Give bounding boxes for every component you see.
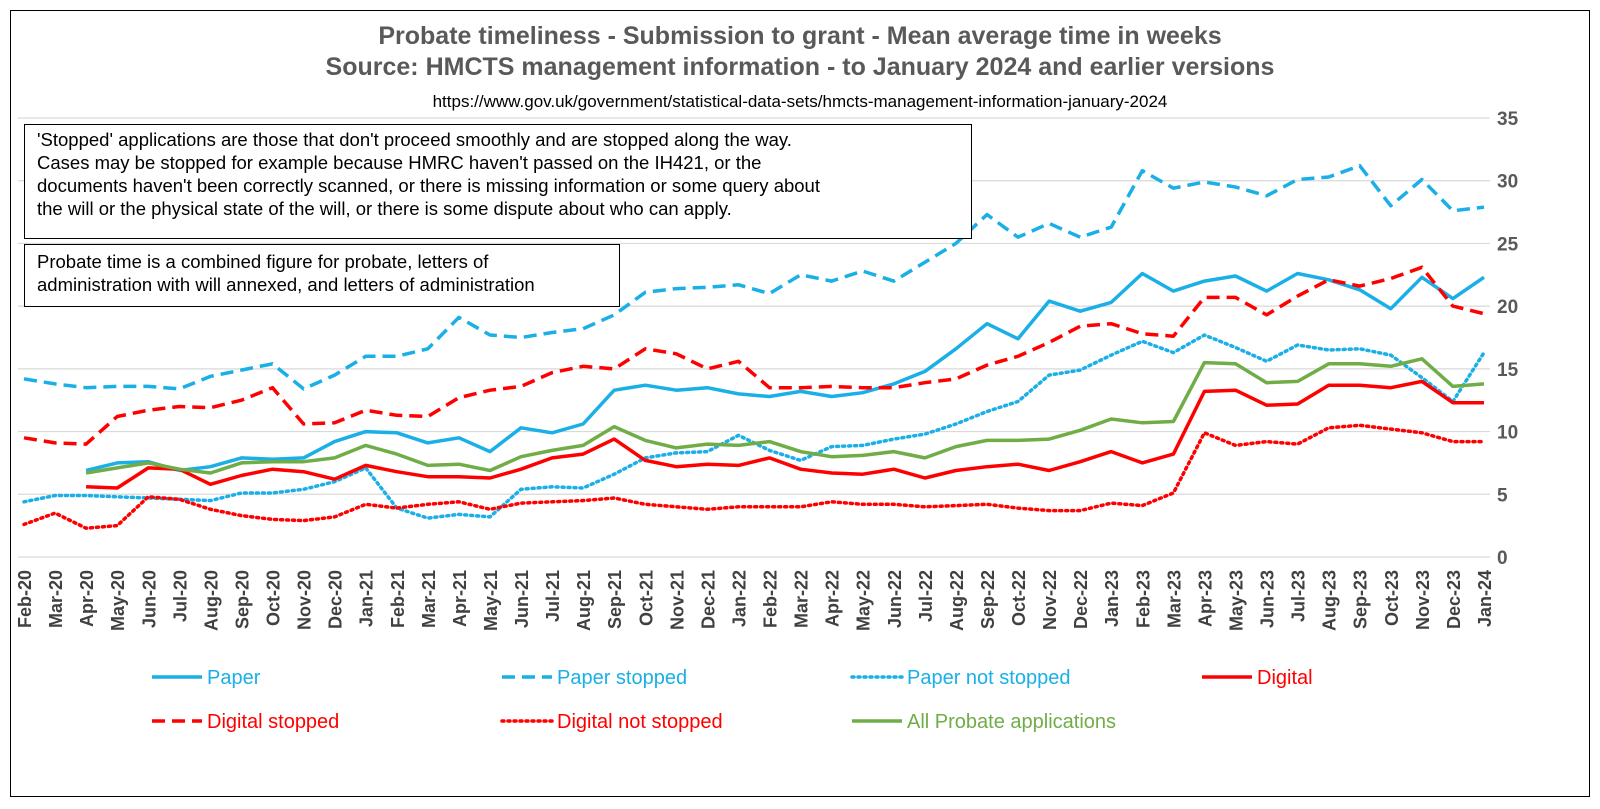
x-tick-label: Aug-23 [1320, 570, 1340, 631]
series-line-paper-not-stopped [22, 333, 1486, 520]
y-tick-label: 10 [1497, 423, 1518, 444]
probate-time-note: Probate time is a combined figure for pr… [24, 244, 620, 307]
x-tick-label: May-20 [108, 570, 128, 631]
x-tick-label: Dec-21 [698, 570, 718, 629]
x-tick-label: Jun-22 [885, 570, 905, 628]
x-tick-label: Jul-20 [170, 570, 190, 622]
series-line-all-probate-applications [85, 357, 1485, 475]
x-tick-label: Apr-21 [450, 570, 470, 627]
x-tick-label: Aug-21 [574, 570, 594, 631]
x-tick-label: Feb-20 [15, 570, 35, 628]
x-tick-label: May-21 [481, 570, 501, 631]
x-tick-label: Jul-22 [916, 570, 936, 622]
series-line-digital-stopped [23, 265, 1485, 446]
x-tick-label: Jan-23 [1102, 570, 1122, 627]
x-tick-label: Jun-23 [1258, 570, 1278, 628]
x-tick-label: Sep-23 [1351, 570, 1371, 629]
legend-label-paper-stopped: Paper stopped [557, 667, 687, 689]
x-tick-label: Apr-23 [1195, 570, 1215, 627]
source-url: https://www.gov.uk/government/statistica… [432, 92, 1168, 111]
x-tick-label: Feb-23 [1133, 570, 1153, 628]
x-tick-label: May-23 [1226, 570, 1246, 631]
legend-label-digital-not-stopped: Digital not stopped [557, 711, 723, 733]
x-tick-label: Apr-20 [77, 570, 97, 627]
series-line-paper-stopped [23, 163, 1485, 391]
x-tick-label: Dec-23 [1444, 570, 1464, 629]
x-tick-label: Jan-22 [729, 570, 749, 627]
x-tick-label: Dec-20 [326, 570, 346, 629]
x-tick-label: Jun-21 [512, 570, 532, 628]
x-tick-label: Aug-22 [947, 570, 967, 631]
x-tick-label: Mar-22 [792, 570, 812, 628]
x-tick-label: Feb-22 [761, 570, 781, 628]
x-tick-label: Nov-22 [1040, 570, 1060, 630]
x-tick-label: Mar-21 [419, 570, 439, 628]
y-tick-label: 30 [1497, 172, 1518, 193]
x-tick-label: Mar-20 [46, 570, 66, 628]
x-tick-label: Jul-21 [543, 570, 563, 622]
x-tick-label: Nov-20 [295, 570, 315, 630]
x-tick-label: Oct-20 [264, 570, 284, 626]
x-tick-label: Jan-21 [357, 570, 377, 627]
x-tick-label: Jun-20 [139, 570, 159, 628]
x-tick-label: Oct-21 [636, 570, 656, 626]
x-tick-label: Apr-22 [823, 570, 843, 627]
y-tick-label: 35 [1497, 109, 1519, 130]
x-tick-label: Oct-22 [1009, 570, 1029, 626]
x-tick-label: Feb-21 [388, 570, 408, 628]
x-tick-label: Dec-22 [1071, 570, 1091, 629]
legend-label-digital-stopped: Digital stopped [207, 711, 339, 733]
series-line-digital-not-stopped [22, 423, 1486, 530]
y-tick-label: 0 [1497, 548, 1508, 569]
series-line-digital [86, 379, 1484, 490]
x-tick-label: Nov-21 [667, 570, 687, 630]
chart-source-title: Source: HMCTS management information - t… [325, 53, 1275, 81]
legend-label-paper: Paper [207, 667, 261, 689]
y-tick-label: 5 [1497, 485, 1508, 506]
x-tick-label: Mar-23 [1164, 570, 1184, 628]
y-tick-label: 20 [1497, 297, 1518, 318]
legend-label-all-probate-applications: All Probate applications [907, 711, 1116, 733]
series-line-paper [85, 271, 1485, 473]
x-tick-label: Sep-22 [978, 570, 998, 629]
x-tick-label: Jul-23 [1289, 570, 1309, 622]
x-tick-label: Sep-21 [605, 570, 625, 629]
stopped-applications-note: 'Stopped' applications are those that do… [24, 124, 972, 239]
x-tick-label: Jan-24 [1475, 570, 1495, 627]
legend-label-digital: Digital [1257, 667, 1313, 689]
legend-label-paper-not-stopped: Paper not stopped [907, 667, 1070, 689]
x-tick-label: Nov-23 [1413, 570, 1433, 630]
x-tick-label: Oct-23 [1382, 570, 1402, 626]
chart-title: Probate timeliness - Submission to grant… [378, 22, 1222, 50]
y-tick-label: 15 [1497, 360, 1519, 381]
y-tick-label: 25 [1497, 234, 1519, 255]
x-tick-label: May-22 [854, 570, 874, 631]
x-tick-label: Aug-20 [201, 570, 221, 631]
x-tick-label: Sep-20 [232, 570, 252, 629]
